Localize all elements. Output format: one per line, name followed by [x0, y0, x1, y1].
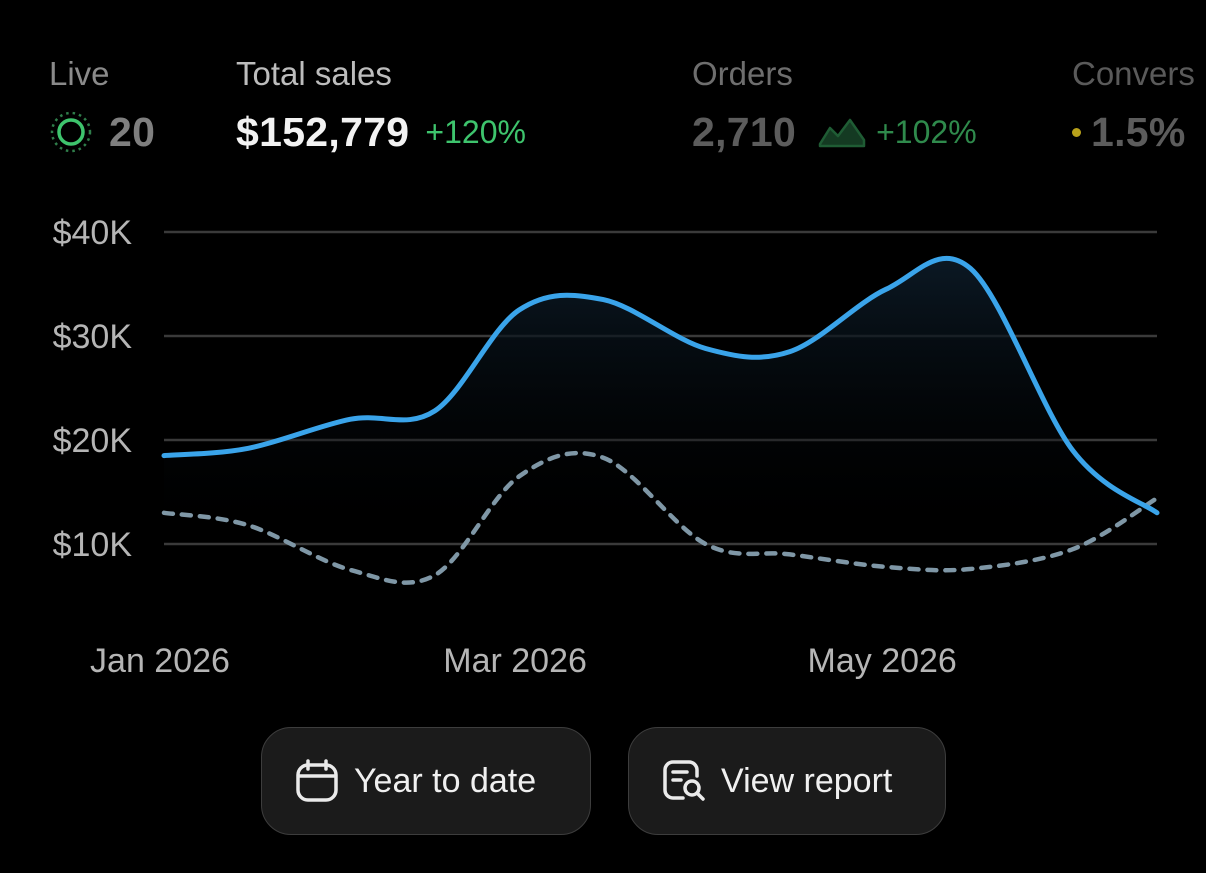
y-tick-label: $30K	[53, 318, 133, 356]
y-tick-label: $40K	[53, 214, 133, 252]
x-tick-label: May 2026	[808, 642, 957, 680]
metric-label-conversion: Convers	[1072, 55, 1195, 92]
year-to-date-button[interactable]: Year to date	[261, 727, 591, 835]
metric-orders[interactable]: Orders 2,710 +102%	[692, 54, 977, 158]
metric-total-sales[interactable]: Total sales $152,779 +120%	[236, 54, 526, 158]
sparkline-icon	[818, 118, 866, 148]
metric-value-orders: 2,710	[692, 109, 797, 155]
metric-change-orders: +102%	[876, 114, 977, 150]
current-period-line	[161, 255, 1160, 516]
metrics-bar: Live 20 Total sales $152,779 +120% Order…	[0, 0, 1206, 160]
view-report-label: View report	[721, 761, 893, 800]
metric-value-conversion: 1.5%	[1091, 109, 1186, 155]
metric-label-live: Live	[49, 55, 110, 92]
live-pulse-icon	[50, 111, 92, 153]
metric-value-total-sales: $152,779	[236, 109, 410, 155]
x-tick-label: Jan 2026	[90, 642, 230, 680]
report-search-icon	[661, 758, 707, 804]
previous-period-line	[161, 450, 1160, 585]
metric-conversion[interactable]: Convers 1.5%	[1072, 54, 1195, 158]
metric-label-total-sales: Total sales	[236, 55, 392, 92]
metric-change-total-sales: +120%	[425, 114, 526, 150]
y-tick-label: $10K	[53, 526, 133, 564]
x-tick-label: Mar 2026	[443, 642, 587, 680]
metric-value-live: 20	[109, 109, 156, 155]
metric-live[interactable]: Live 20	[49, 54, 155, 158]
view-report-button[interactable]: View report	[628, 727, 946, 835]
sales-chart: $40K $30K $20K $10K Jan 2026 Mar 2026 May 202…	[53, 214, 1160, 680]
actions: Year to date View report	[0, 727, 1206, 837]
year-to-date-label: Year to date	[354, 761, 537, 800]
status-dot-icon	[1072, 127, 1081, 137]
current-series-area	[164, 258, 1157, 544]
calendar-icon	[294, 758, 340, 804]
y-tick-label: $20K	[53, 422, 133, 460]
metric-label-orders: Orders	[692, 55, 793, 92]
